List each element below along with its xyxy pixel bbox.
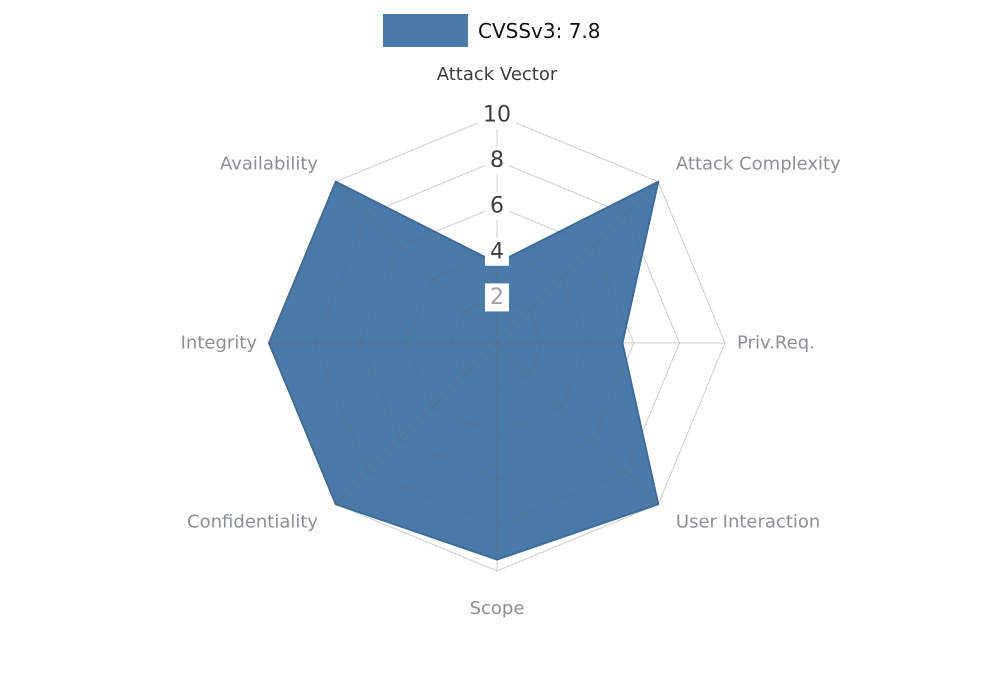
radar-grid-ring — [268, 114, 726, 572]
legend-label: CVSSv3: 7.8 — [478, 18, 601, 43]
radial-tick-label: 10 — [483, 103, 511, 128]
radial-tick-bg — [485, 237, 509, 266]
axis-label-scope: Scope — [470, 598, 525, 619]
axis-label-priv-req: Priv.Req. — [737, 333, 815, 354]
chart-legend: CVSSv3: 7.8 — [383, 14, 601, 47]
radar-spoke — [335, 181, 498, 344]
radar-grid-ring — [359, 205, 635, 481]
radar-grid-ring — [405, 251, 589, 435]
axis-label-integrity: Integrity — [181, 333, 258, 354]
radar-spoke — [496, 181, 659, 344]
axis-label-attack-vector: Attack Vector — [437, 64, 558, 85]
radar-series-polygon — [268, 180, 660, 561]
radar-spoke — [335, 342, 498, 505]
radial-tick-bg — [485, 283, 509, 312]
radial-tick-label: 2 — [490, 285, 504, 310]
axis-label-user-interaction: User Interaction — [676, 511, 820, 532]
radial-tick-label: 8 — [490, 148, 504, 173]
legend-swatch — [383, 14, 468, 47]
radial-tick-bg — [478, 101, 516, 129]
axis-label-attack-complexity: Attack Complexity — [676, 154, 841, 175]
radar-grid-ring — [314, 160, 680, 526]
radial-tick-bg — [485, 146, 509, 175]
radial-tick-label: 4 — [490, 239, 504, 264]
axis-label-availability: Availability — [220, 154, 318, 175]
radar-grid-ring — [450, 296, 544, 390]
radial-tick-bg — [485, 192, 509, 221]
radar-spoke — [496, 342, 659, 505]
axis-label-confidentiality: Confidentiality — [187, 511, 318, 532]
radial-tick-label: 6 — [490, 194, 504, 219]
